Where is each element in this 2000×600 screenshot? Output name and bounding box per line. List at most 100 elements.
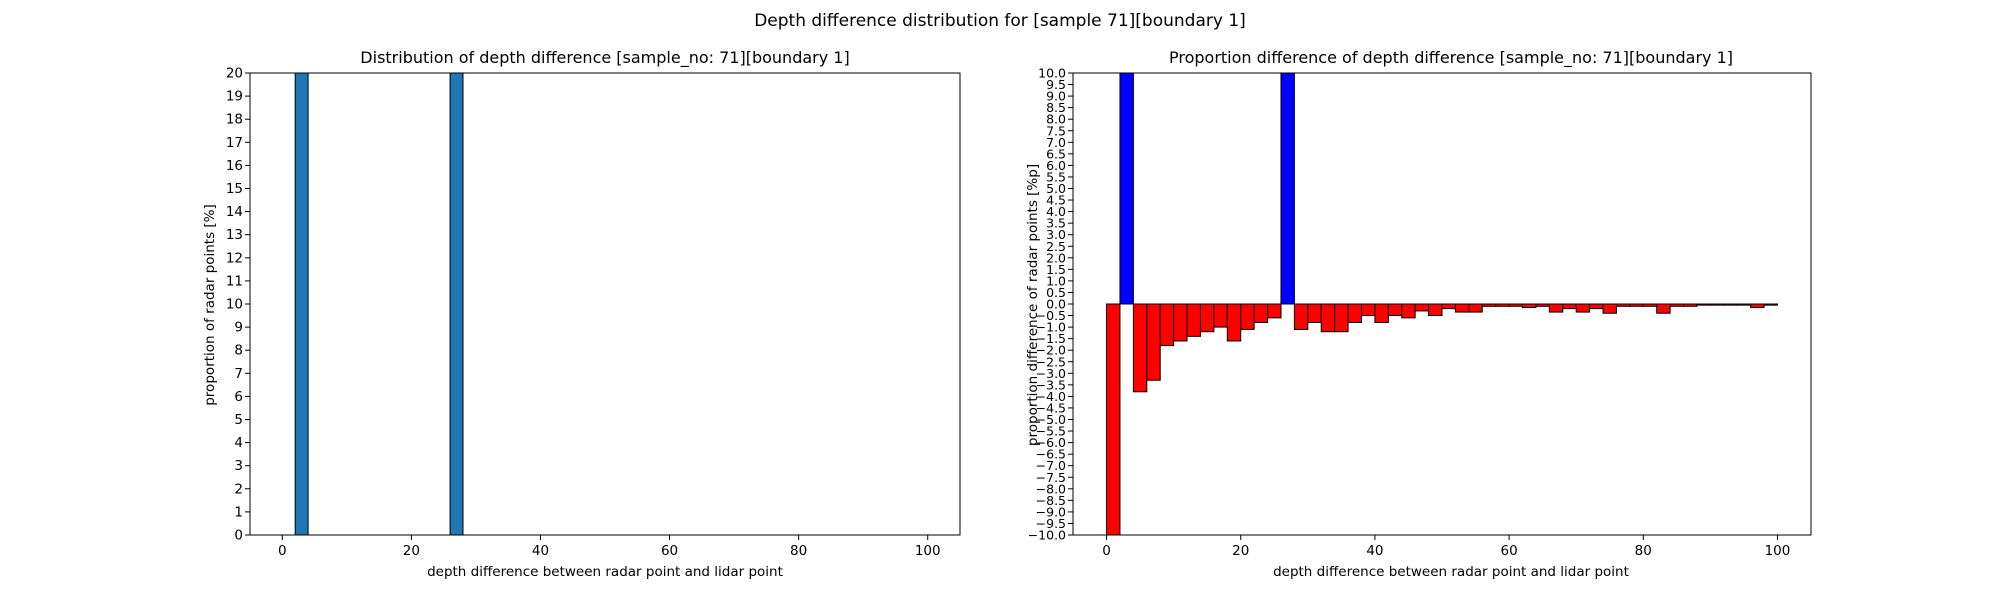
distribution-y-tick-label-17: 17 [226, 135, 243, 151]
distribution-y-tick-label-11: 11 [226, 273, 243, 289]
proportion-difference-bar-48 [1750, 303, 1765, 308]
proportion-difference-chart: Proportion difference of depth differenc… [1025, 48, 1812, 580]
proportion-difference-bar-46 [1723, 303, 1738, 306]
distribution-y-tick-label-6: 6 [234, 389, 243, 405]
proportion-difference-y-tick-label-16: −2.0 [1036, 343, 1066, 358]
distribution-x-tick-label-0: 0 [278, 543, 287, 559]
proportion-difference-bar-26 [1454, 303, 1470, 313]
proportion-difference-y-tick-label-1: −9.5 [1036, 516, 1066, 531]
proportion-difference-chart-ylabel: proportion difference of radar points [%… [1025, 164, 1041, 446]
distribution-y-tick-label-7: 7 [234, 366, 243, 382]
distribution-y-tick-label-8: 8 [234, 343, 243, 359]
distribution-chart-ylabel: proportion of radar points [%] [202, 204, 218, 406]
proportion-difference-y-tick-label-27: 3.5 [1046, 216, 1066, 231]
proportion-difference-y-tick-label-39: 9.5 [1046, 77, 1066, 92]
proportion-difference-bar-20 [1374, 303, 1389, 323]
proportion-difference-bar-4 [1159, 303, 1175, 347]
distribution-y-tick-label-13: 13 [226, 227, 243, 243]
proportion-difference-x-tick-label-100: 100 [1765, 543, 1791, 559]
proportion-difference-bar-43 [1683, 303, 1698, 307]
proportion-difference-y-tick-label-18: −1.0 [1036, 320, 1066, 335]
proportion-difference-bar-19 [1360, 303, 1376, 317]
proportion-difference-bar-24 [1428, 303, 1443, 317]
proportion-difference-bar-2 [1132, 303, 1148, 393]
proportion-difference-x-tick-label-80: 80 [1635, 543, 1652, 559]
distribution-y-tick-label-14: 14 [226, 204, 243, 220]
proportion-difference-bar-39 [1629, 303, 1644, 307]
proportion-difference-bar-40 [1642, 303, 1658, 307]
proportion-difference-y-tick-label-14: −3.0 [1036, 366, 1066, 381]
proportion-difference-y-tick-label-37: 8.5 [1046, 100, 1066, 115]
proportion-difference-y-tick-label-23: 1.5 [1046, 262, 1066, 277]
proportion-difference-bar-17 [1334, 303, 1349, 333]
distribution-y-tick-label-3: 3 [234, 458, 243, 474]
distribution-x-tick-label-60: 60 [661, 543, 678, 559]
proportion-difference-y-tick-label-8: −6.0 [1036, 435, 1066, 450]
proportion-difference-bar-3 [1146, 303, 1161, 381]
proportion-difference-y-tick-label-15: −2.5 [1036, 354, 1066, 369]
distribution-x-tick-label-80: 80 [790, 543, 807, 559]
proportion-difference-bar-9 [1226, 303, 1242, 342]
proportion-difference-bar-11 [1253, 303, 1269, 323]
distribution-chart-plot-area: 0 20 40 60 80 1000123456789101112131415161718… [226, 66, 961, 559]
proportion-difference-bar-22 [1401, 303, 1416, 319]
proportion-difference-bar-38 [1615, 303, 1631, 307]
distribution-y-tick-label-10: 10 [226, 297, 243, 313]
proportion-difference-bar-5 [1173, 303, 1188, 342]
proportion-difference-y-tick-label-9: −5.5 [1036, 424, 1066, 439]
distribution-y-tick-label-12: 12 [226, 250, 243, 266]
proportion-difference-bar-15 [1307, 303, 1322, 323]
proportion-difference-y-tick-label-19: −0.5 [1036, 308, 1066, 323]
proportion-difference-y-tick-label-20: 0.0 [1046, 297, 1066, 312]
proportion-difference-bar-27 [1468, 303, 1483, 313]
proportion-difference-y-tick-label-2: −9.0 [1036, 504, 1066, 519]
distribution-y-tick-label-1: 1 [234, 504, 243, 520]
proportion-difference-bar-16 [1320, 303, 1336, 333]
proportion-difference-bar-29 [1495, 303, 1510, 307]
distribution-y-tick-label-9: 9 [234, 320, 243, 336]
proportion-difference-bar-30 [1508, 303, 1524, 307]
proportion-difference-y-tick-label-36: 8.0 [1046, 112, 1066, 127]
proportion-difference-y-tick-label-10: −5.0 [1036, 412, 1066, 427]
proportion-difference-bar-44 [1696, 303, 1711, 306]
proportion-difference-y-tick-label-40: 10.0 [1038, 66, 1066, 81]
proportion-difference-y-tick-label-0: −10.0 [1028, 528, 1066, 543]
distribution-axes-frame [249, 72, 961, 536]
proportion-difference-bar-41 [1656, 303, 1671, 314]
proportion-difference-x-tick-label-40: 40 [1366, 543, 1383, 559]
proportion-difference-y-tick-label-7: −6.5 [1036, 447, 1066, 462]
proportion-difference-bar-6 [1186, 303, 1201, 337]
proportion-difference-y-tick-label-4: −8.0 [1036, 481, 1066, 496]
proportion-difference-bar-37 [1602, 303, 1617, 314]
figure-title: Depth difference distribution for [sampl… [754, 11, 1246, 31]
proportion-difference-bar-31 [1522, 303, 1537, 308]
distribution-y-tick-label-16: 16 [226, 158, 243, 174]
proportion-difference-bar-25 [1441, 303, 1456, 310]
proportion-difference-bar-12 [1267, 303, 1282, 319]
proportion-difference-bar-33 [1548, 303, 1564, 313]
proportion-difference-y-tick-label-38: 9.0 [1046, 89, 1066, 104]
proportion-difference-y-tick-label-34: 7.0 [1046, 135, 1066, 150]
proportion-difference-axes-frame [1072, 72, 1812, 536]
distribution-y-tick-label-5: 5 [234, 412, 243, 428]
proportion-difference-y-tick-label-11: −4.5 [1036, 400, 1066, 415]
proportion-difference-chart-plot-area: 0 20 40 60 80 100 −10.0−9.5−9.0−8.5−8.0−7.5−7.… [1028, 66, 1812, 559]
distribution-y-tick-label-20: 20 [226, 66, 243, 82]
proportion-difference-bar-35 [1575, 303, 1591, 313]
distribution-bar-1 [449, 72, 464, 536]
proportion-difference-y-tick-label-29: 4.5 [1046, 193, 1066, 208]
proportion-difference-y-tick-label-21: 0.5 [1046, 285, 1066, 300]
proportion-difference-bar-23 [1414, 303, 1430, 312]
proportion-difference-y-tick-label-13: −3.5 [1036, 377, 1066, 392]
proportion-difference-y-tick-label-3: −8.5 [1036, 493, 1066, 508]
distribution-chart-title: Distribution of depth difference [sample… [360, 48, 849, 68]
proportion-difference-y-tick-label-12: −4.0 [1036, 389, 1066, 404]
proportion-difference-bar-32 [1535, 303, 1550, 307]
proportion-difference-bar-10 [1240, 303, 1255, 330]
proportion-difference-y-tick-label-30: 5.0 [1046, 181, 1066, 196]
proportion-difference-bar-21 [1387, 303, 1403, 317]
distribution-y-tick-label-19: 19 [226, 89, 243, 105]
proportion-difference-y-tick-label-5: −7.5 [1036, 470, 1066, 485]
